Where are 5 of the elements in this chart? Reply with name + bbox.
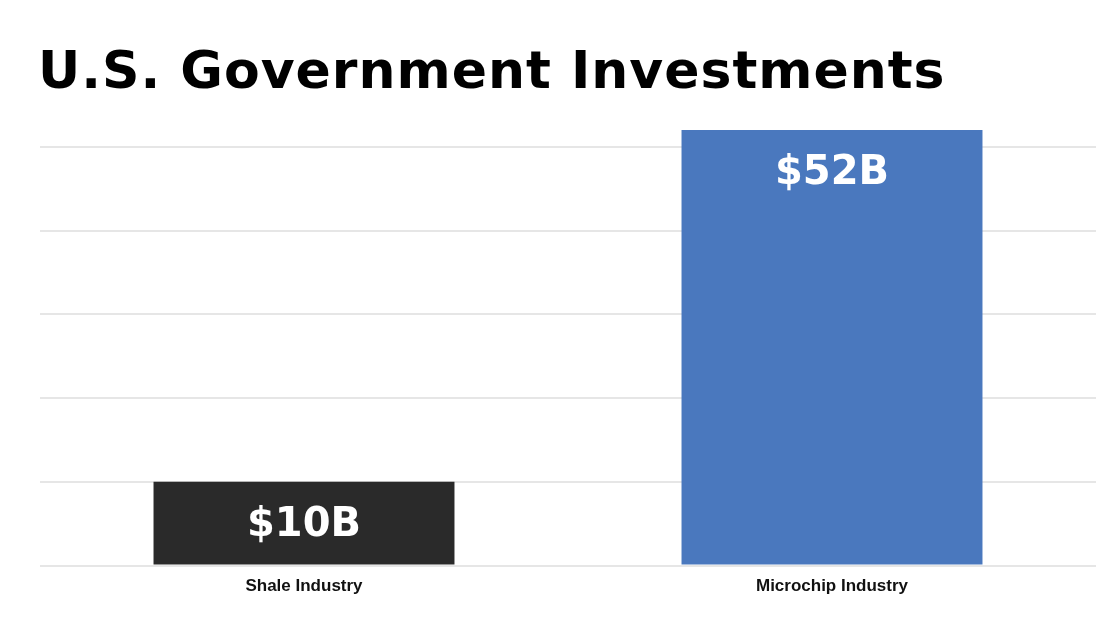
chart-title: U.S. Government Investments (38, 40, 946, 100)
data-label: $52B (775, 147, 889, 194)
x-tick-label: Microchip Industry (755, 576, 909, 596)
data-label: $10B (247, 499, 361, 546)
x-tick-label: Shale Industry (245, 576, 364, 596)
